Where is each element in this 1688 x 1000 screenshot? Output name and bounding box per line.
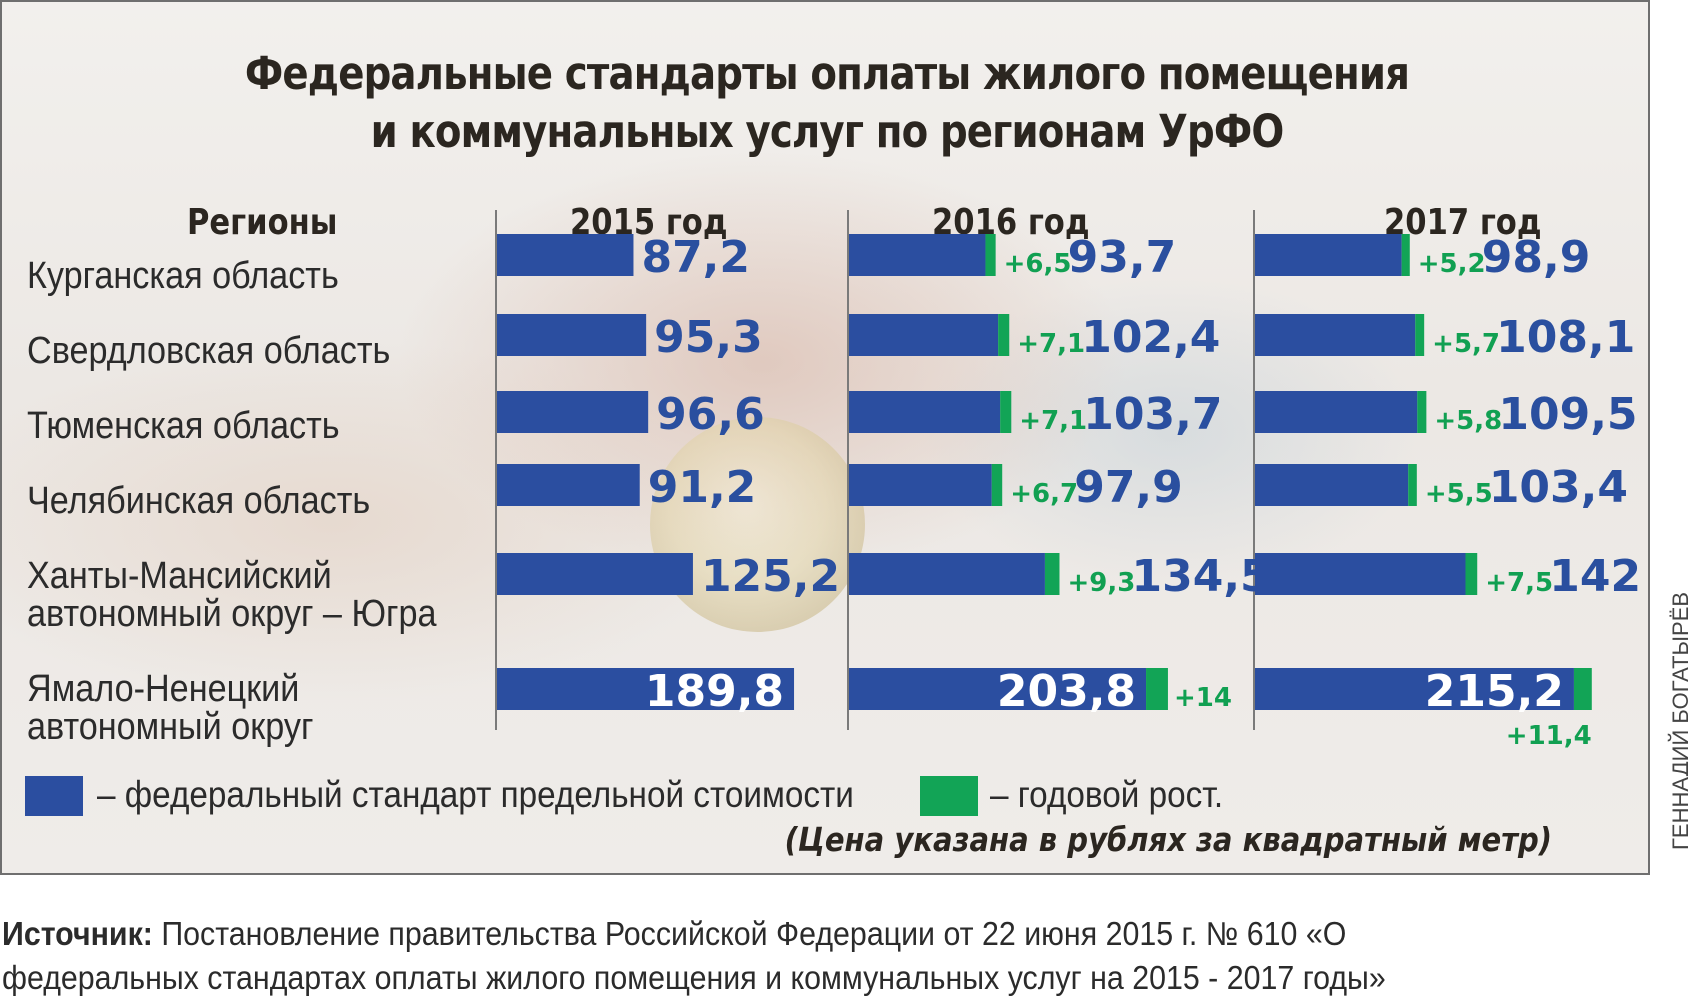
bar-2016-chelyabinsk [849, 464, 992, 506]
region-label-yanao-line-2: автономный округ [27, 706, 314, 748]
source-caption: Источник: Постановление правительства Ро… [2, 912, 1548, 1000]
region-label-khmao-line-1: Ханты-Мансийский [27, 555, 332, 597]
bar-2017-yanao [1255, 668, 1574, 710]
value-label-2017-chelyabinsk: 103,4 [1489, 462, 1628, 513]
bar-2015-tyumen [497, 391, 649, 433]
legend-standard-swatch [25, 776, 83, 816]
growth-bar-2017-sverdlovsk [1415, 314, 1425, 356]
value-label-2015-tyumen: 96,6 [656, 389, 765, 440]
value-label-2015-chelyabinsk: 91,2 [648, 462, 757, 513]
legend-growth-swatch [920, 776, 978, 816]
region-label-sverdlovsk: Свердловская область [27, 330, 391, 372]
region-label-yanao-line-1: Ямало-Ненецкий [27, 668, 300, 710]
value-label-2016-tyumen: 103,7 [1083, 389, 1222, 440]
bar-2015-sverdlovsk [497, 314, 647, 356]
value-label-2016-sverdlovsk: 102,4 [1081, 312, 1220, 363]
chart-title-line-2: и коммунальных услуг по регионам УрФО [370, 105, 1285, 158]
legend-standard-label: – федеральный стандарт предельной стоимо… [97, 774, 854, 815]
bar-2017-chelyabinsk [1255, 464, 1409, 506]
bar-2015-chelyabinsk [497, 464, 640, 506]
growth-bar-2017-chelyabinsk [1408, 464, 1417, 506]
value-label-2017-sverdlovsk: 108,1 [1496, 312, 1635, 363]
value-label-2017-khmao: 142 [1549, 551, 1641, 602]
value-label-2017-yanao: 215,2 [1425, 666, 1564, 717]
bar-2017-khmao [1255, 553, 1466, 595]
value-label-2016-yanao: 203,8 [997, 666, 1136, 717]
region-label-yanao: Ямало-Ненецкий автономный округ [27, 670, 313, 746]
value-label-2015-kurgan: 87,2 [641, 232, 750, 283]
growth-bar-2017-tyumen [1417, 391, 1427, 433]
bar-2016-sverdlovsk [849, 314, 999, 356]
region-label-khmao: Ханты-Мансийский автономный округ – Югра [27, 557, 437, 633]
growth-bar-2016-tyumen [1000, 391, 1012, 433]
growth-label-2017-chelyabinsk: +5,5 [1425, 479, 1493, 509]
growth-label-2016-khmao: +9,3 [1067, 568, 1135, 598]
value-label-2015-yanao: 189,8 [645, 666, 784, 717]
growth-bar-2017-khmao [1465, 553, 1478, 595]
region-label-khmao-line-2: автономный округ – Югра [27, 593, 437, 635]
growth-bar-2016-yanao [1146, 668, 1168, 710]
growth-bar-2016-sverdlovsk [998, 314, 1010, 356]
growth-label-2016-tyumen: +7,1 [1019, 406, 1087, 436]
value-label-2015-khmao: 125,2 [701, 551, 840, 602]
bar-2016-tyumen [849, 391, 1001, 433]
value-label-2016-kurgan: 93,7 [1068, 232, 1177, 283]
growth-bar-2016-chelyabinsk [991, 464, 1003, 506]
growth-bar-2016-kurgan [985, 234, 996, 276]
growth-label-2017-yanao: +11,4 [1506, 721, 1592, 751]
bar-2017-kurgan [1255, 234, 1402, 276]
value-label-2015-sverdlovsk: 95,3 [654, 312, 763, 363]
bar-2016-yanao [849, 668, 1147, 710]
legend-growth-label: – годовой рост. [990, 774, 1224, 815]
bar-2015-kurgan [497, 234, 634, 276]
coin-background-image [650, 417, 865, 632]
growth-label-2016-kurgan: +6,5 [1004, 249, 1072, 279]
growth-label-2017-sverdlovsk: +5,7 [1432, 329, 1500, 359]
column-divider-2016 [847, 210, 849, 730]
region-label-chelyabinsk: Челябинская область [27, 480, 371, 522]
growth-bar-2017-kurgan [1401, 234, 1410, 276]
growth-bar-2016-khmao [1044, 553, 1060, 595]
value-label-2016-khmao: 134,5 [1131, 551, 1270, 602]
growth-label-2017-kurgan: +5,2 [1418, 249, 1486, 279]
bar-2017-sverdlovsk [1255, 314, 1416, 356]
value-label-2017-tyumen: 109,5 [1498, 389, 1637, 440]
bar-2015-khmao [497, 553, 693, 595]
chart-title-line-1: Федеральные стандарты оплаты жилого поме… [244, 47, 1410, 100]
infographic-panel: Федеральные стандарты оплаты жилого поме… [0, 0, 1650, 875]
region-label-tyumen: Тюменская область [27, 405, 340, 447]
bar-2015-yanao [497, 668, 795, 710]
region-label-kurgan: Курганская область [27, 255, 339, 297]
source-text: Постановление правительства Российской Ф… [2, 915, 1386, 996]
growth-bar-2017-yanao [1573, 668, 1592, 710]
growth-label-2017-tyumen: +5,8 [1434, 406, 1502, 436]
column-divider-2015 [495, 210, 497, 730]
bar-chart: 87,295,396,691,2125,2189,8+6,593,7+7,110… [497, 232, 1641, 751]
bar-2017-tyumen [1255, 391, 1418, 433]
growth-label-2016-sverdlovsk: +7,1 [1017, 329, 1085, 359]
photo-credit: ГЕННАДИЙ БОГАТЫРЁВ [1668, 591, 1688, 850]
growth-label-2017-khmao: +7,5 [1485, 568, 1553, 598]
bar-2016-kurgan [849, 234, 986, 276]
source-label: Источник: [2, 915, 153, 952]
column-divider-2017 [1253, 210, 1255, 730]
value-label-2017-kurgan: 98,9 [1482, 232, 1591, 283]
regions-column-header: Регионы [187, 202, 338, 243]
growth-label-2016-yanao: +14 [1174, 683, 1232, 713]
growth-label-2016-chelyabinsk: +6,7 [1010, 479, 1078, 509]
bar-2016-khmao [849, 553, 1045, 595]
year-2017-header: 2017 год [1384, 202, 1542, 243]
value-label-2016-chelyabinsk: 97,9 [1074, 462, 1183, 513]
unit-note: (Цена указана в рублях за квадратный мет… [784, 820, 1552, 859]
